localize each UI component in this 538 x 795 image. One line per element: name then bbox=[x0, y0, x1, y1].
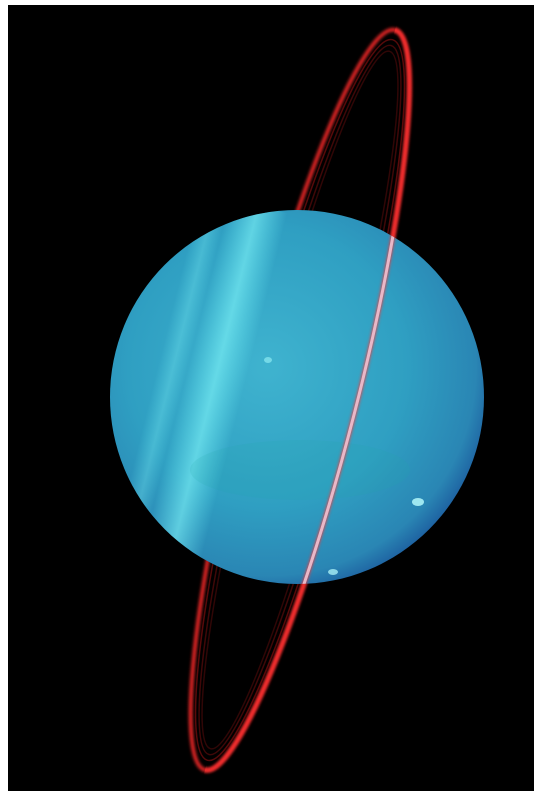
uranus-image bbox=[8, 5, 534, 791]
page bbox=[8, 5, 534, 791]
